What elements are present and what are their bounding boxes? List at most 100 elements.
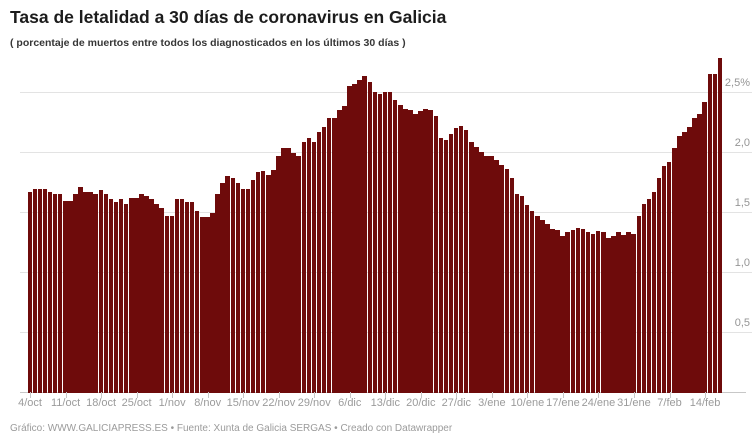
bar[interactable]	[68, 201, 73, 393]
bar[interactable]	[57, 194, 63, 393]
bar[interactable]	[372, 92, 378, 393]
bar[interactable]	[220, 183, 225, 393]
bar[interactable]	[646, 198, 652, 393]
bar[interactable]	[200, 216, 205, 393]
bar[interactable]	[672, 148, 677, 393]
bar[interactable]	[540, 220, 545, 393]
bar[interactable]	[494, 160, 499, 393]
bar[interactable]	[42, 189, 48, 393]
bar[interactable]	[692, 118, 697, 393]
bar[interactable]	[88, 191, 93, 393]
bar[interactable]	[423, 108, 428, 393]
bar[interactable]	[332, 118, 337, 393]
bar[interactable]	[367, 82, 373, 393]
bar[interactable]	[611, 236, 616, 393]
bar[interactable]	[504, 168, 510, 393]
bar[interactable]	[357, 80, 362, 393]
bar[interactable]	[103, 194, 109, 393]
bar[interactable]	[215, 194, 220, 393]
bar[interactable]	[519, 196, 525, 393]
bar[interactable]	[666, 161, 672, 393]
bar[interactable]	[514, 194, 520, 393]
bar[interactable]	[281, 148, 286, 393]
bar[interactable]	[499, 165, 504, 393]
bar[interactable]	[139, 194, 144, 393]
bar[interactable]	[306, 137, 312, 393]
bar[interactable]	[337, 110, 342, 393]
bar[interactable]	[266, 174, 271, 393]
bar[interactable]	[697, 113, 702, 393]
bar[interactable]	[276, 155, 281, 393]
bar[interactable]	[154, 203, 159, 393]
bar[interactable]	[179, 198, 185, 393]
bar[interactable]	[550, 228, 555, 393]
bar[interactable]	[342, 106, 347, 393]
bar[interactable]	[123, 203, 129, 393]
bar[interactable]	[205, 216, 210, 393]
bar[interactable]	[474, 147, 479, 393]
bar[interactable]	[403, 108, 408, 393]
bar[interactable]	[565, 232, 570, 393]
bar[interactable]	[606, 238, 611, 393]
bar[interactable]	[413, 113, 418, 393]
bar[interactable]	[702, 101, 707, 393]
bar[interactable]	[316, 131, 322, 393]
bar[interactable]	[560, 236, 565, 393]
bar[interactable]	[631, 233, 636, 393]
bar[interactable]	[661, 166, 667, 393]
bar[interactable]	[585, 232, 591, 393]
bar[interactable]	[118, 198, 124, 393]
bar[interactable]	[184, 202, 190, 393]
bar[interactable]	[580, 228, 586, 393]
bar[interactable]	[362, 76, 367, 393]
bar[interactable]	[595, 231, 601, 393]
bar[interactable]	[27, 191, 33, 393]
bar[interactable]	[286, 148, 291, 393]
bar[interactable]	[93, 194, 98, 393]
bar[interactable]	[489, 155, 494, 393]
bar[interactable]	[469, 142, 474, 393]
bar[interactable]	[311, 142, 317, 393]
bar[interactable]	[453, 128, 459, 393]
bar[interactable]	[83, 191, 88, 393]
bar[interactable]	[260, 171, 266, 393]
bar[interactable]	[397, 105, 403, 393]
bar[interactable]	[149, 198, 154, 393]
bar[interactable]	[570, 230, 576, 393]
bar[interactable]	[32, 189, 38, 393]
bar[interactable]	[524, 204, 530, 393]
bar[interactable]	[47, 191, 53, 393]
bar[interactable]	[352, 83, 357, 393]
bar[interactable]	[621, 234, 626, 393]
bar[interactable]	[590, 233, 596, 393]
bar[interactable]	[651, 191, 657, 393]
bar[interactable]	[545, 224, 550, 393]
bar[interactable]	[73, 194, 78, 393]
bar[interactable]	[707, 74, 713, 393]
bar[interactable]	[717, 58, 723, 393]
bar[interactable]	[382, 92, 388, 393]
bar[interactable]	[535, 215, 540, 393]
bar[interactable]	[347, 86, 352, 393]
bar[interactable]	[408, 110, 413, 393]
bar[interactable]	[636, 215, 642, 393]
bar[interactable]	[250, 179, 256, 393]
bar[interactable]	[377, 94, 383, 393]
bar[interactable]	[169, 215, 175, 393]
bar[interactable]	[458, 125, 464, 393]
bar[interactable]	[529, 210, 535, 393]
bar[interactable]	[677, 136, 682, 393]
bar[interactable]	[509, 178, 515, 393]
bar[interactable]	[296, 155, 301, 393]
bar[interactable]	[113, 202, 119, 393]
bar[interactable]	[235, 183, 241, 393]
bar[interactable]	[641, 203, 647, 393]
bar[interactable]	[144, 196, 149, 393]
bar[interactable]	[108, 198, 114, 393]
bar[interactable]	[271, 170, 276, 393]
bar[interactable]	[484, 155, 489, 393]
bar[interactable]	[301, 142, 307, 393]
bar[interactable]	[616, 232, 621, 393]
bar[interactable]	[463, 130, 469, 393]
bar[interactable]	[78, 186, 83, 393]
